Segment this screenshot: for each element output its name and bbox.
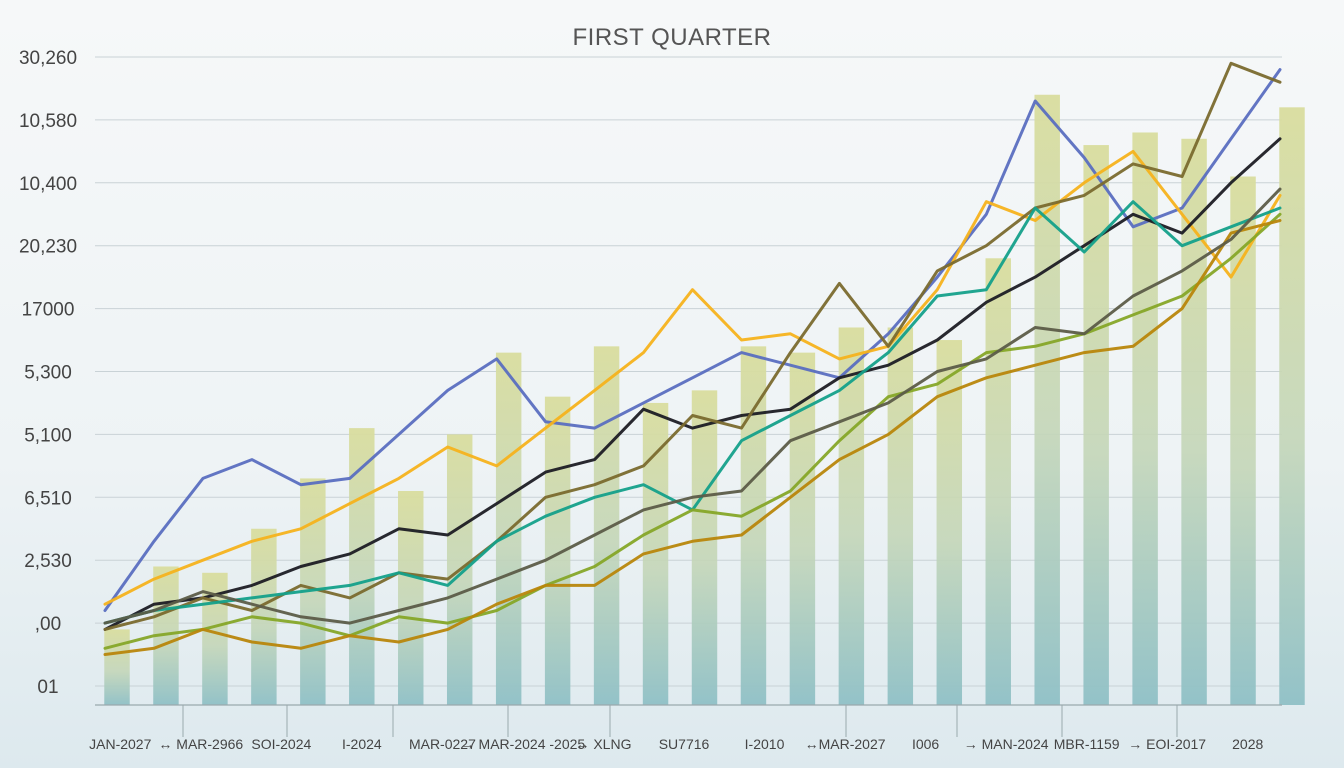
x-tick-label: I006 [912, 736, 939, 752]
x-tick-label: ↔ MAR-2966 [158, 736, 243, 752]
y-tick-label: 17000 [22, 300, 75, 321]
x-tick-label: SU7716 [659, 736, 710, 752]
x-axis-ticks: JAN-2027 ↔ MAR-2966 SOI-2024 I-2024 MAR-0227… [89, 705, 1264, 752]
line-series-3 [103, 137, 1282, 631]
x-tick-label: 2028 [1232, 736, 1263, 752]
line-series-8 [103, 187, 1282, 625]
bar [985, 258, 1011, 705]
line-series-group [103, 61, 1282, 656]
x-tick-label: → MAR-2024 -2025 [461, 736, 586, 752]
x-tick-label: SOI-2024 [251, 736, 311, 752]
x-tick-label: I-2024 [342, 736, 382, 752]
y-tick-label: 5,100 [24, 425, 72, 446]
bar [1181, 138, 1207, 705]
bar-series [104, 94, 1305, 706]
bar [104, 629, 130, 705]
line-series-7 [103, 219, 1282, 656]
line-series-4 [103, 61, 1282, 631]
x-tick-label: → EOI-2017 [1128, 736, 1206, 752]
y-tick-label: 6,510 [24, 488, 72, 509]
x-tick-label: ↔ XLNG [575, 736, 631, 752]
x-tick-label: → MAN-2024 [964, 736, 1049, 752]
x-tick-label: I-2010 [745, 736, 785, 752]
y-tick-label: 10,400 [19, 174, 77, 195]
y-tick-label: 5,300 [24, 363, 72, 384]
bar [789, 352, 816, 705]
x-tick-label: MBR-1159 [1054, 736, 1120, 752]
line-series-1 [103, 68, 1282, 612]
bar [1279, 107, 1305, 705]
y-tick-label: 30,260 [19, 48, 77, 69]
bar [887, 327, 914, 705]
x-tick-label: MAR-0227 [409, 736, 476, 752]
y-tick-label: 10,580 [19, 111, 77, 132]
y-tick-label: 2,530 [24, 551, 72, 572]
y-tick-label: 01 [37, 677, 58, 698]
x-tick-label: JAN-2027 [89, 736, 151, 752]
bar [1230, 176, 1256, 705]
bar [691, 390, 718, 705]
x-tick-label: ↔MAR-2027 [805, 736, 886, 752]
chart-title: FIRST QUARTER [573, 24, 772, 51]
y-tick-label: ,00 [35, 614, 61, 635]
bar [398, 491, 424, 705]
y-axis-ticks: 30,260 10,580 10,400 20,230 17000 5,300 5,100 6… [19, 48, 77, 698]
bar [1132, 132, 1158, 706]
line-series-2 [103, 149, 1282, 606]
bar [936, 340, 963, 705]
y-tick-label: 20,230 [19, 237, 77, 258]
bar [838, 327, 865, 705]
bar [1034, 94, 1060, 706]
